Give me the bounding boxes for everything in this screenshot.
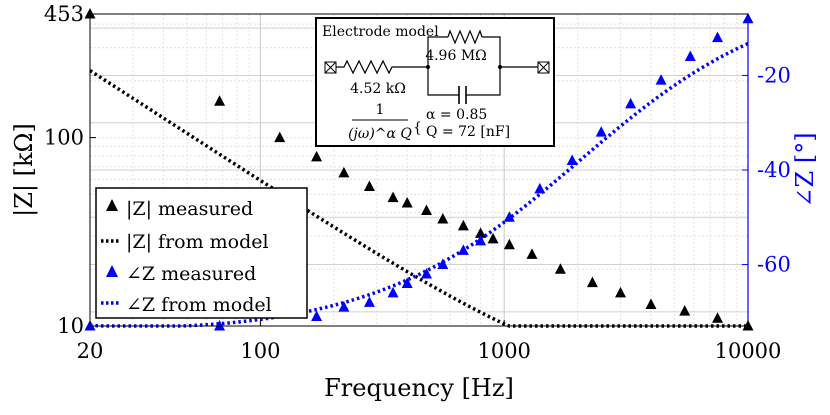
mag-measured-point — [526, 248, 538, 259]
phase-measured-point — [534, 182, 546, 194]
legend-label-2: |Z| from model — [126, 231, 269, 253]
phase-measured-point — [655, 74, 667, 85]
phase-measured-point — [338, 301, 350, 312]
y-left-tick-label: 10 — [57, 314, 84, 338]
phase-measured-point — [684, 50, 696, 62]
mag-measured-point — [457, 219, 469, 231]
mag-measured-point — [338, 166, 350, 178]
y-right-tick-label: -60 — [757, 253, 791, 277]
x-tick-label: 20 — [77, 339, 104, 363]
y-left-axis-title: |Z| [kΩ] — [10, 123, 39, 217]
model-curves — [89, 41, 749, 328]
legend-label-3: ∠Z measured — [126, 263, 256, 285]
inset-box — [315, 17, 555, 147]
x-tick-label: 1000 — [477, 339, 530, 363]
mag-measured-point — [214, 95, 226, 106]
y-left-tick-label: 453 — [44, 2, 84, 26]
cpe-numerator: 1 — [376, 102, 385, 118]
phase-measured-point — [311, 310, 323, 322]
phase-measured-point — [437, 258, 449, 270]
mag-measured-point — [363, 180, 375, 192]
y-right-axis-ticks: -20 -40 -60 — [742, 63, 791, 277]
grid — [89, 14, 749, 327]
mag-measured-point — [586, 276, 598, 288]
legend-label-1: |Z| measured — [126, 198, 253, 220]
mag-measured-point — [274, 131, 286, 143]
series-resistor-label: 4.52 kΩ — [350, 81, 406, 97]
phase-measured-point — [475, 234, 487, 246]
mag-measured-point — [401, 196, 413, 208]
series-resistor-icon — [336, 59, 428, 75]
mag-measured-point — [679, 305, 691, 316]
mag-measured-point — [645, 298, 657, 310]
phase-measured-point — [503, 211, 515, 222]
phase-measured-point — [457, 244, 469, 255]
electrode-model-label: Electrode model — [322, 24, 439, 40]
y-right-tick-label: -20 — [757, 63, 791, 87]
mag-measured-point — [615, 286, 627, 298]
phase-measured-point — [712, 31, 724, 43]
mag-measured-point — [712, 312, 724, 323]
legend-label-4: ∠Z from model — [126, 294, 272, 316]
brace-icon: { — [413, 120, 422, 136]
y-right-axis-title: ∠Z [°] — [791, 132, 819, 207]
phase-measured-point — [595, 126, 607, 137]
legend-box — [95, 187, 308, 319]
x-axis-ticks: 20 100 1000 10000 — [77, 320, 782, 363]
phase-measured-point — [214, 320, 226, 331]
y-left-tick-label: 100 — [44, 126, 84, 150]
legend-black-triangle-icon — [106, 199, 118, 211]
phase-model-curve — [89, 41, 749, 328]
y-left-axis-ticks: 10 100 453 — [44, 2, 96, 338]
legend-blue-triangle-icon — [106, 265, 118, 277]
mag-measured-point — [420, 204, 432, 216]
alpha-value: α = 0.85 — [426, 107, 487, 123]
x-axis-title: Frequency [Hz] — [324, 374, 514, 402]
phase-measured-point — [566, 154, 578, 166]
x-tick-label: 100 — [240, 339, 280, 363]
mag-measured-point — [554, 263, 566, 274]
mag-measured-point — [387, 191, 399, 203]
mag-measured-point — [503, 238, 515, 250]
circuit-inset: Electrode model 4.96 MΩ 4.52 kΩ 1 (jω)^α… — [315, 17, 555, 147]
phase-measured-point — [363, 296, 375, 307]
parallel-resistor-label: 4.96 MΩ — [425, 48, 487, 64]
measured-markers — [84, 8, 754, 331]
x-tick-label: 10000 — [715, 339, 782, 363]
legend: |Z| measured |Z| from model ∠Z measured … — [95, 187, 308, 319]
y-right-tick-label: -40 — [757, 158, 791, 182]
mag-measured-point — [84, 8, 96, 19]
mag-measured-point — [437, 212, 449, 224]
phase-measured-point — [387, 286, 399, 298]
phase-measured-point — [401, 277, 413, 288]
parallel-resistor-icon — [447, 29, 483, 45]
phase-measured-point — [420, 268, 432, 279]
mag-measured-point — [475, 227, 487, 238]
q-value: Q = 72 [nF] — [426, 124, 510, 140]
mag-measured-point — [311, 150, 323, 162]
cpe-denominator: (jω)^α Q — [348, 126, 412, 142]
phase-measured-point — [625, 97, 637, 109]
mag-measured-point — [487, 232, 499, 244]
